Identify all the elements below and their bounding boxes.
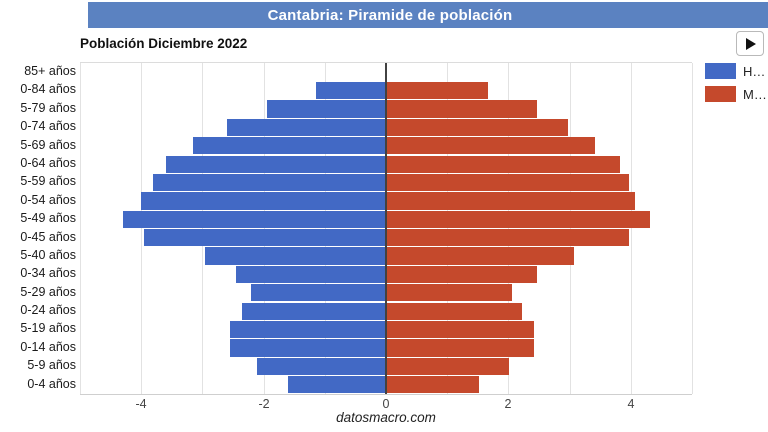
gridline xyxy=(202,63,203,394)
legend-label-hombres: H… xyxy=(743,63,766,79)
y-axis-label: 5-49 años xyxy=(20,211,76,226)
y-axis-label: 0-64 años xyxy=(20,155,76,170)
legend: H… M… xyxy=(705,63,767,109)
legend-swatch-hombres xyxy=(705,63,736,79)
x-axis-tick-label: 4 xyxy=(627,397,635,411)
bar-mujeres[interactable] xyxy=(387,100,537,118)
footer: datosmacro.com xyxy=(286,409,486,427)
bar-mujeres[interactable] xyxy=(387,210,651,228)
x-axis-tick-label: 2 xyxy=(504,397,512,411)
bar-mujeres[interactable] xyxy=(387,155,620,173)
legend-label-mujeres: M… xyxy=(743,86,767,102)
x-axis-tick-label: -4 xyxy=(135,397,147,411)
y-axis-label: 5-19 años xyxy=(20,321,76,336)
gridline xyxy=(264,63,265,394)
y-axis-label: 0-74 años xyxy=(20,119,76,134)
bar-hombres[interactable] xyxy=(257,357,386,375)
bar-mujeres[interactable] xyxy=(387,265,537,284)
plot-area xyxy=(80,62,693,395)
gridline xyxy=(447,63,448,394)
bar-hombres[interactable] xyxy=(229,339,386,357)
page-title: Cantabria: Piramide de población xyxy=(267,6,513,24)
bar-hombres[interactable] xyxy=(236,265,386,284)
y-axis-label: 0-54 años xyxy=(20,192,76,207)
gridline xyxy=(141,63,142,394)
gridline xyxy=(692,63,693,394)
y-axis-label: 0-14 años xyxy=(20,339,76,354)
header-bar: Cantabria: Piramide de población xyxy=(88,2,768,28)
legend-swatch-mujeres xyxy=(705,86,736,102)
bar-mujeres[interactable] xyxy=(387,118,568,136)
bar-mujeres[interactable] xyxy=(387,229,629,247)
bar-mujeres[interactable] xyxy=(387,376,479,394)
gridline xyxy=(508,63,509,394)
bar-hombres[interactable] xyxy=(141,192,386,210)
gridline xyxy=(80,63,81,394)
y-axis-label: 5-69 años xyxy=(20,137,76,152)
chart-subtitle: Población Diciembre 2022 xyxy=(80,36,248,51)
bar-mujeres[interactable] xyxy=(387,357,510,375)
y-axis-label: 0-45 años xyxy=(20,229,76,244)
x-axis-tick-label: 0 xyxy=(382,397,390,411)
bar-mujeres[interactable] xyxy=(387,81,488,100)
bar-hombres[interactable] xyxy=(144,229,386,247)
y-axis-label: 0-24 años xyxy=(20,303,76,318)
bar-hombres[interactable] xyxy=(242,302,386,320)
bar-mujeres[interactable] xyxy=(387,137,596,155)
gridline xyxy=(570,63,571,394)
y-axis-label: 5-9 años xyxy=(27,358,76,373)
x-axis-ticks: -4 -2 0 2 4 xyxy=(80,397,692,413)
y-axis-label: 0-4 años xyxy=(27,376,76,391)
bar-mujeres[interactable] xyxy=(387,247,574,265)
gridline xyxy=(631,63,632,394)
y-axis-label: 0-84 años xyxy=(20,82,76,97)
y-axis-label: 5-59 años xyxy=(20,174,76,189)
x-axis-tick-label: -2 xyxy=(258,397,270,411)
bar-hombres[interactable] xyxy=(193,137,386,155)
bar-hombres[interactable] xyxy=(288,376,386,394)
center-axis-line xyxy=(385,63,387,394)
brand-link[interactable]: datosmacro.com xyxy=(336,410,436,425)
y-axis-label: 5-29 años xyxy=(20,284,76,299)
y-axis-label: 0-34 años xyxy=(20,266,76,281)
play-icon xyxy=(746,37,756,50)
y-axis-label: 85+ años xyxy=(24,64,76,78)
y-axis-label: 5-40 años xyxy=(20,247,76,262)
legend-item-hombres: H… xyxy=(705,63,767,79)
bar-hombres[interactable] xyxy=(122,210,386,228)
bar-hombres[interactable] xyxy=(205,247,386,265)
bar-mujeres[interactable] xyxy=(387,284,513,302)
legend-item-mujeres: M… xyxy=(705,86,767,102)
bar-hombres[interactable] xyxy=(229,321,386,339)
bar-hombres[interactable] xyxy=(153,173,386,192)
bar-hombres[interactable] xyxy=(165,155,386,173)
bar-hombres[interactable] xyxy=(266,100,386,118)
y-axis-label: 5-79 años xyxy=(20,100,76,115)
gridline xyxy=(325,63,326,394)
bar-hombres[interactable] xyxy=(315,81,386,100)
bar-mujeres[interactable] xyxy=(387,321,534,339)
bar-hombres[interactable] xyxy=(251,284,386,302)
bar-mujeres[interactable] xyxy=(387,339,534,357)
bar-mujeres[interactable] xyxy=(387,192,635,210)
y-axis-labels: 85+ años 0-84 años 5-79 años 0-74 años 5-69 … xyxy=(0,62,76,393)
play-button[interactable] xyxy=(736,31,764,56)
bar-mujeres[interactable] xyxy=(387,302,522,320)
bar-mujeres[interactable] xyxy=(387,173,629,192)
bar-hombres[interactable] xyxy=(226,118,386,136)
